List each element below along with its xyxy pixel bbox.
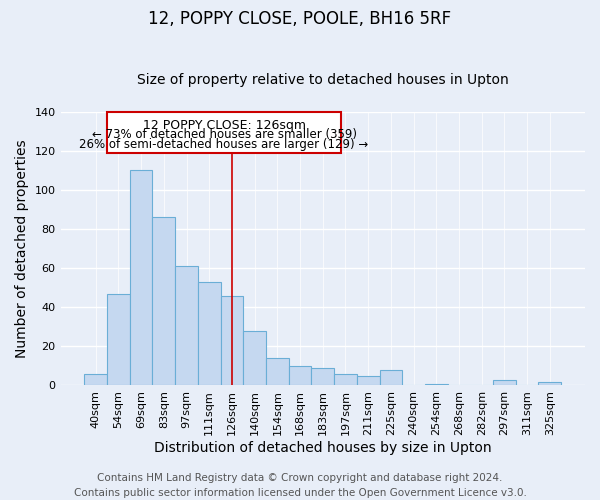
Bar: [380, 370, 402, 386]
Bar: [334, 374, 357, 386]
Bar: [311, 368, 334, 386]
Bar: [493, 380, 516, 386]
Title: Size of property relative to detached houses in Upton: Size of property relative to detached ho…: [137, 73, 509, 87]
X-axis label: Distribution of detached houses by size in Upton: Distribution of detached houses by size …: [154, 441, 491, 455]
Text: ← 73% of detached houses are smaller (359): ← 73% of detached houses are smaller (35…: [92, 128, 356, 141]
Bar: [175, 266, 198, 386]
Bar: [244, 330, 266, 386]
Bar: [85, 374, 107, 386]
Bar: [130, 170, 152, 386]
Bar: [289, 366, 311, 386]
Bar: [538, 382, 561, 386]
Bar: [107, 112, 341, 153]
Bar: [357, 376, 380, 386]
Bar: [221, 296, 244, 386]
Text: 12, POPPY CLOSE, POOLE, BH16 5RF: 12, POPPY CLOSE, POOLE, BH16 5RF: [148, 10, 452, 28]
Bar: [266, 358, 289, 386]
Text: 26% of semi-detached houses are larger (129) →: 26% of semi-detached houses are larger (…: [79, 138, 368, 151]
Text: Contains HM Land Registry data © Crown copyright and database right 2024.
Contai: Contains HM Land Registry data © Crown c…: [74, 472, 526, 498]
Bar: [425, 384, 448, 386]
Bar: [152, 218, 175, 386]
Y-axis label: Number of detached properties: Number of detached properties: [15, 140, 29, 358]
Bar: [107, 294, 130, 386]
Text: 12 POPPY CLOSE: 126sqm: 12 POPPY CLOSE: 126sqm: [143, 118, 305, 132]
Bar: [198, 282, 221, 386]
